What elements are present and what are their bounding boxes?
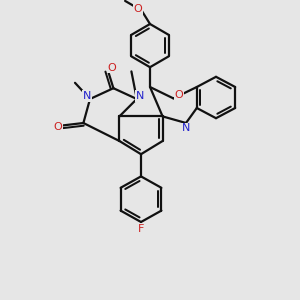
Text: N: N xyxy=(83,91,91,101)
Text: O: O xyxy=(134,4,142,14)
Text: O: O xyxy=(107,63,116,73)
Text: N: N xyxy=(136,91,144,101)
Text: O: O xyxy=(53,122,62,132)
Text: F: F xyxy=(138,224,144,234)
Text: O: O xyxy=(174,90,183,100)
Text: N: N xyxy=(182,123,190,134)
